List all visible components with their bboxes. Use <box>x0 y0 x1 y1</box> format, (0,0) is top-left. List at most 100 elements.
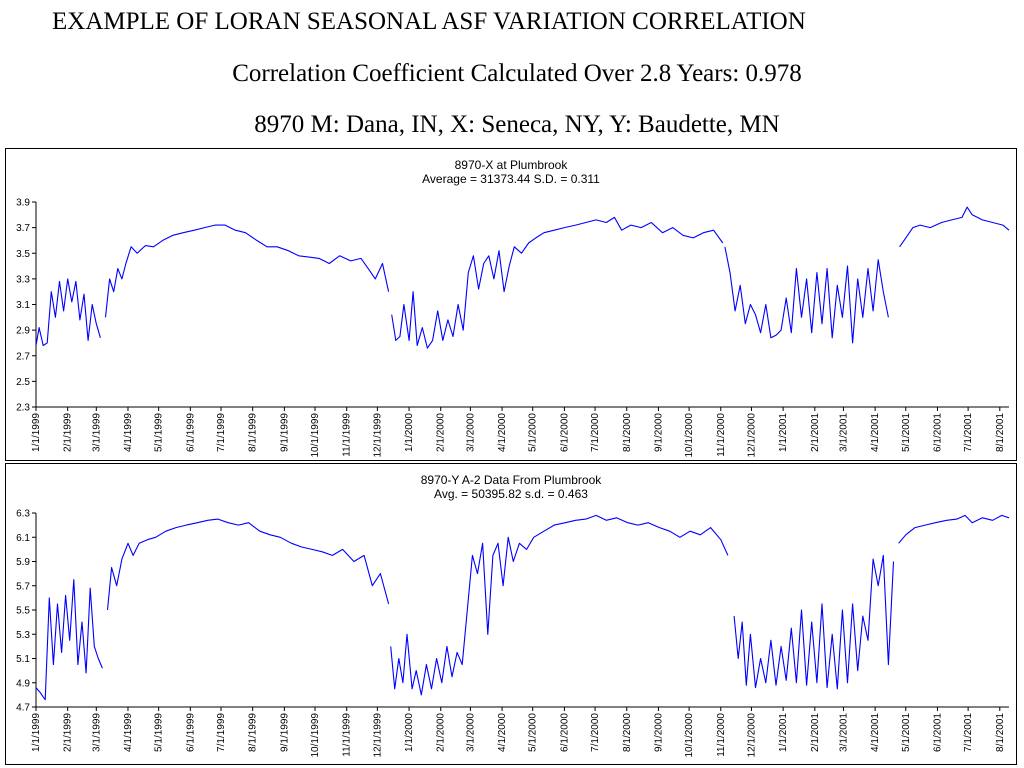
stations-subtitle: 8970 M: Dana, IN, X: Seneca, NY, Y: Baud… <box>254 111 780 138</box>
chart-x-series-line-3 <box>724 246 889 344</box>
x-tick-label: 8/1/2001 <box>995 413 1006 452</box>
x-tick-label: 7/1/2000 <box>590 713 601 752</box>
chart-y-series-line-2 <box>390 514 729 696</box>
chart-x-series-line-0 <box>35 278 101 347</box>
x-tick-label: 8/1/2001 <box>995 713 1006 752</box>
y-tick-label: 3.7 <box>16 223 30 234</box>
chart-x-series-line-4 <box>899 206 1010 248</box>
x-tick-label: 3/1/2000 <box>465 413 476 452</box>
y-tick-label: 2.7 <box>16 351 30 362</box>
x-tick-label: 10/1/2000 <box>684 413 695 458</box>
chart-y-title: 8970-Y A-2 Data From Plumbrook <box>421 473 603 487</box>
x-tick-label: 6/1/2000 <box>559 413 570 452</box>
x-tick-label: 2/1/2000 <box>436 713 447 752</box>
x-tick-label: 2/1/2001 <box>810 713 821 752</box>
x-tick-label: 4/1/2001 <box>870 713 881 752</box>
x-tick-label: 7/1/1999 <box>216 413 227 452</box>
x-tick-label: 6/1/1999 <box>185 413 196 452</box>
x-tick-label: 5/1/2000 <box>528 713 539 752</box>
x-tick-label: 1/1/2000 <box>404 413 415 452</box>
x-tick-label: 4/1/2000 <box>497 713 508 752</box>
y-tick-label: 3.5 <box>16 249 30 260</box>
y-tick-label: 3.9 <box>16 198 30 209</box>
chart-x-title: 8970-X at Plumbrook <box>455 158 569 172</box>
chart-y-series-line-1 <box>106 518 390 611</box>
x-tick-label: 7/1/2001 <box>963 413 974 452</box>
x-tick-label: 6/1/2001 <box>932 713 943 752</box>
y-tick-label: 2.5 <box>16 377 30 388</box>
y-tick-label: 5.1 <box>16 654 30 665</box>
x-tick-label: 6/1/2001 <box>932 413 943 452</box>
x-tick-label: 2/1/2000 <box>436 413 447 452</box>
x-tick-label: 4/1/2000 <box>497 413 508 452</box>
x-tick-label: 5/1/2001 <box>901 413 912 452</box>
x-tick-label: 4/1/2001 <box>870 413 881 452</box>
chart-y-frame: 8970-Y A-2 Data From Plumbrook Avg. = 503… <box>5 463 1017 765</box>
y-tick-label: 6.1 <box>16 533 30 544</box>
y-tick-label: 5.7 <box>16 581 30 592</box>
x-tick-label: 2/1/1999 <box>63 413 74 452</box>
x-tick-label: 7/1/2001 <box>963 713 974 752</box>
x-tick-label: 10/1/2000 <box>684 713 695 758</box>
x-tick-label: 5/1/1999 <box>154 713 165 752</box>
y-tick-label: 4.7 <box>16 703 30 714</box>
x-tick-label: 5/1/1999 <box>154 413 165 452</box>
x-tick-label: 1/1/1999 <box>31 413 42 452</box>
x-tick-label: 11/1/2000 <box>716 713 727 757</box>
x-tick-label: 7/1/2000 <box>590 413 601 452</box>
x-tick-label: 1/1/2000 <box>404 713 415 752</box>
x-tick-label: 8/1/2000 <box>622 713 633 752</box>
x-tick-label: 10/1/1999 <box>310 713 321 758</box>
x-tick-label: 2/1/2001 <box>810 413 821 452</box>
x-tick-label: 12/1/1999 <box>372 713 383 758</box>
y-tick-label: 3.3 <box>16 274 30 285</box>
x-tick-label: 9/1/2000 <box>653 413 664 452</box>
x-tick-label: 3/1/2001 <box>838 413 849 452</box>
chart-y-series-line-3 <box>733 554 895 690</box>
chart-x-series-line-1 <box>104 224 390 318</box>
chart-y-series-line-4 <box>898 514 1010 544</box>
chart-x-stats: Average = 31373.44 S.D. = 0.311 <box>422 172 600 186</box>
slide-title: EXAMPLE OF LORAN SEASONAL ASF VARIATION … <box>52 8 806 35</box>
x-tick-label: 6/1/2000 <box>559 713 570 752</box>
x-tick-label: 4/1/1999 <box>123 413 134 452</box>
x-tick-label: 7/1/1999 <box>216 713 227 752</box>
y-tick-label: 2.3 <box>16 403 30 414</box>
x-tick-label: 9/1/1999 <box>279 713 290 752</box>
x-tick-label: 9/1/1999 <box>279 413 290 452</box>
x-tick-label: 11/1/1999 <box>342 713 353 757</box>
x-tick-label: 12/1/2000 <box>746 413 757 458</box>
x-tick-label: 8/1/1999 <box>248 713 259 752</box>
x-tick-label: 11/1/2000 <box>716 413 727 457</box>
y-tick-label: 2.9 <box>16 326 30 337</box>
y-tick-label: 5.5 <box>16 606 30 617</box>
chart-x-frame: 8970-X at Plumbrook Average = 31373.44 S.… <box>5 148 1017 461</box>
chart-x-series-line-2 <box>391 216 724 349</box>
x-tick-label: 1/1/2001 <box>778 713 789 752</box>
x-tick-label: 3/1/2000 <box>465 713 476 752</box>
correlation-subtitle: Correlation Coefficient Calculated Over … <box>232 60 802 87</box>
x-tick-label: 1/1/2001 <box>778 413 789 452</box>
x-tick-label: 5/1/2000 <box>528 413 539 452</box>
x-tick-label: 4/1/1999 <box>123 713 134 752</box>
x-tick-label: 5/1/2001 <box>901 713 912 752</box>
x-tick-label: 12/1/1999 <box>372 413 383 458</box>
chart-y-stats: Avg. = 50395.82 s.d. = 0.463 <box>434 487 588 501</box>
x-tick-label: 8/1/2000 <box>622 413 633 452</box>
x-tick-label: 11/1/1999 <box>342 413 353 457</box>
y-tick-label: 5.9 <box>16 557 30 568</box>
x-tick-label: 3/1/1999 <box>91 413 102 452</box>
x-tick-label: 1/1/1999 <box>31 713 42 752</box>
chart-y-series-line-0 <box>35 579 103 701</box>
x-tick-label: 9/1/2000 <box>653 713 664 752</box>
y-tick-label: 6.3 <box>16 509 30 520</box>
x-tick-label: 6/1/1999 <box>185 713 196 752</box>
x-tick-label: 12/1/2000 <box>746 713 757 758</box>
x-tick-label: 3/1/1999 <box>91 713 102 752</box>
x-tick-label: 3/1/2001 <box>838 713 849 752</box>
x-tick-label: 10/1/1999 <box>310 413 321 458</box>
y-tick-label: 4.9 <box>16 678 30 689</box>
x-tick-label: 8/1/1999 <box>248 413 259 452</box>
